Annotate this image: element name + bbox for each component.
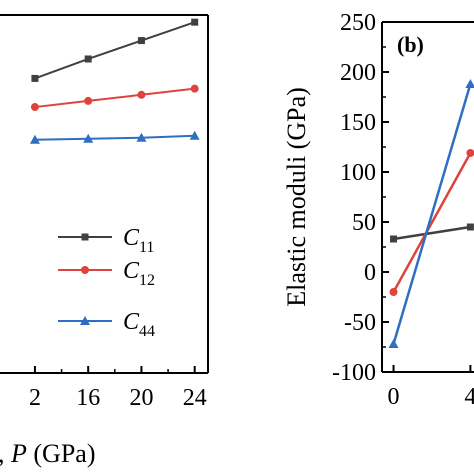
data-point-1 <box>389 288 398 296</box>
data-point-C44 <box>136 132 147 142</box>
data-point-0 <box>390 235 398 243</box>
data-point-C44 <box>83 133 94 143</box>
data-point-C12 <box>190 84 199 93</box>
series-line-2 <box>392 83 472 345</box>
series-line-C11 <box>34 21 196 80</box>
y-tick-label: 200 <box>340 60 376 86</box>
legend-marker-C12 <box>81 266 89 274</box>
x-tick-label: 24 <box>183 385 207 411</box>
y-tick-label: -50 <box>344 310 376 336</box>
y-axis-title: Elastic moduli (GPa) <box>282 87 311 307</box>
data-point-0 <box>466 223 474 231</box>
legend-label-C44: C44 <box>123 309 155 340</box>
data-point-C11 <box>191 18 199 26</box>
y-tick-label: -100 <box>332 360 376 386</box>
data-point-C11 <box>84 55 92 63</box>
x-tick-label: 2 <box>29 385 41 411</box>
data-point-1 <box>466 149 474 157</box>
data-point-2 <box>465 79 474 88</box>
x-tick-label: 4 <box>464 384 474 410</box>
panel-b-elastic-moduli-chart: 250 200 150 100 50 0 -50 -100 0 4 Elastic moduli (… <box>282 10 474 410</box>
legend-label-C12: C12 <box>123 258 155 289</box>
x-tick-label: 0 <box>388 384 400 410</box>
series-line-0 <box>393 225 471 241</box>
x-tick-label: 20 <box>129 385 153 411</box>
data-point-2 <box>388 339 399 348</box>
x-axis-title: , P (GPa) <box>0 439 95 468</box>
y-tick-label: 250 <box>340 10 376 36</box>
y-tick-label: 150 <box>340 110 376 136</box>
data-point-C12 <box>30 103 39 112</box>
y-tick-label: 0 <box>364 260 376 286</box>
data-point-C11 <box>137 37 145 45</box>
legend-marker-C11 <box>81 233 89 241</box>
data-point-C44 <box>29 134 40 144</box>
legend-marker-C44 <box>80 316 90 325</box>
series-line-C44 <box>34 134 195 141</box>
y-tick-label: 50 <box>352 210 376 236</box>
legend-label-C11: C11 <box>123 225 154 256</box>
series-line-C12 <box>34 87 195 109</box>
panel-label: (b) <box>397 32 424 57</box>
data-point-C44 <box>189 130 200 140</box>
data-point-C11 <box>31 74 39 82</box>
x-tick-label: 16 <box>76 385 100 411</box>
series-line-1 <box>392 152 472 293</box>
y-tick-label: 100 <box>340 160 376 186</box>
data-point-C12 <box>84 96 93 105</box>
data-point-C12 <box>137 90 146 99</box>
